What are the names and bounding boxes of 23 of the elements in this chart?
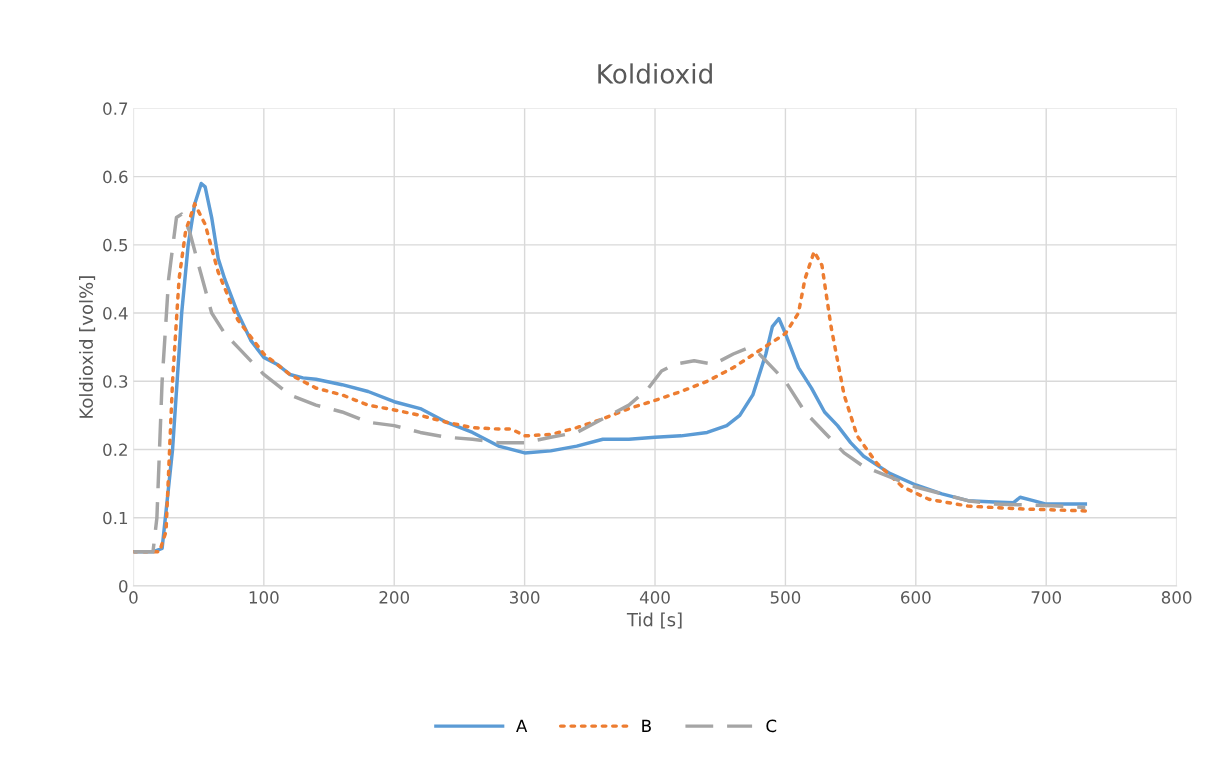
- x-tick-label: 0: [129, 591, 138, 604]
- x-tick-label: 100: [249, 591, 279, 604]
- chart-title: Koldioxid: [598, 63, 712, 84]
- y-tick-label: 0.6: [103, 170, 128, 184]
- y-tick-label: 0: [119, 579, 128, 593]
- y-tick-label: 0.3: [103, 375, 128, 388]
- x-axis-title: Tid [s]: [626, 612, 682, 629]
- x-tick-label: 800: [1161, 591, 1192, 604]
- x-tick-label: 400: [639, 591, 670, 604]
- y-tick-label: 0.7: [103, 102, 128, 115]
- x-tick-label: 700: [1031, 591, 1062, 604]
- y-axis-title: Koldioxid [vol%]: [79, 276, 96, 418]
- x-tick-label: 500: [770, 591, 801, 604]
- legend-label: A: [516, 719, 528, 732]
- y-tick-label: 0.1: [103, 511, 128, 525]
- x-tick-label: 200: [379, 591, 410, 604]
- y-tick-label: 0.4: [103, 307, 128, 320]
- legend-label: C: [766, 719, 777, 733]
- y-tick-label: 0.5: [103, 238, 128, 252]
- x-tick-label: 600: [901, 591, 931, 604]
- x-tick-label: 300: [509, 591, 540, 604]
- legend-label: B: [642, 719, 651, 732]
- y-tick-label: 0.2: [103, 443, 127, 457]
